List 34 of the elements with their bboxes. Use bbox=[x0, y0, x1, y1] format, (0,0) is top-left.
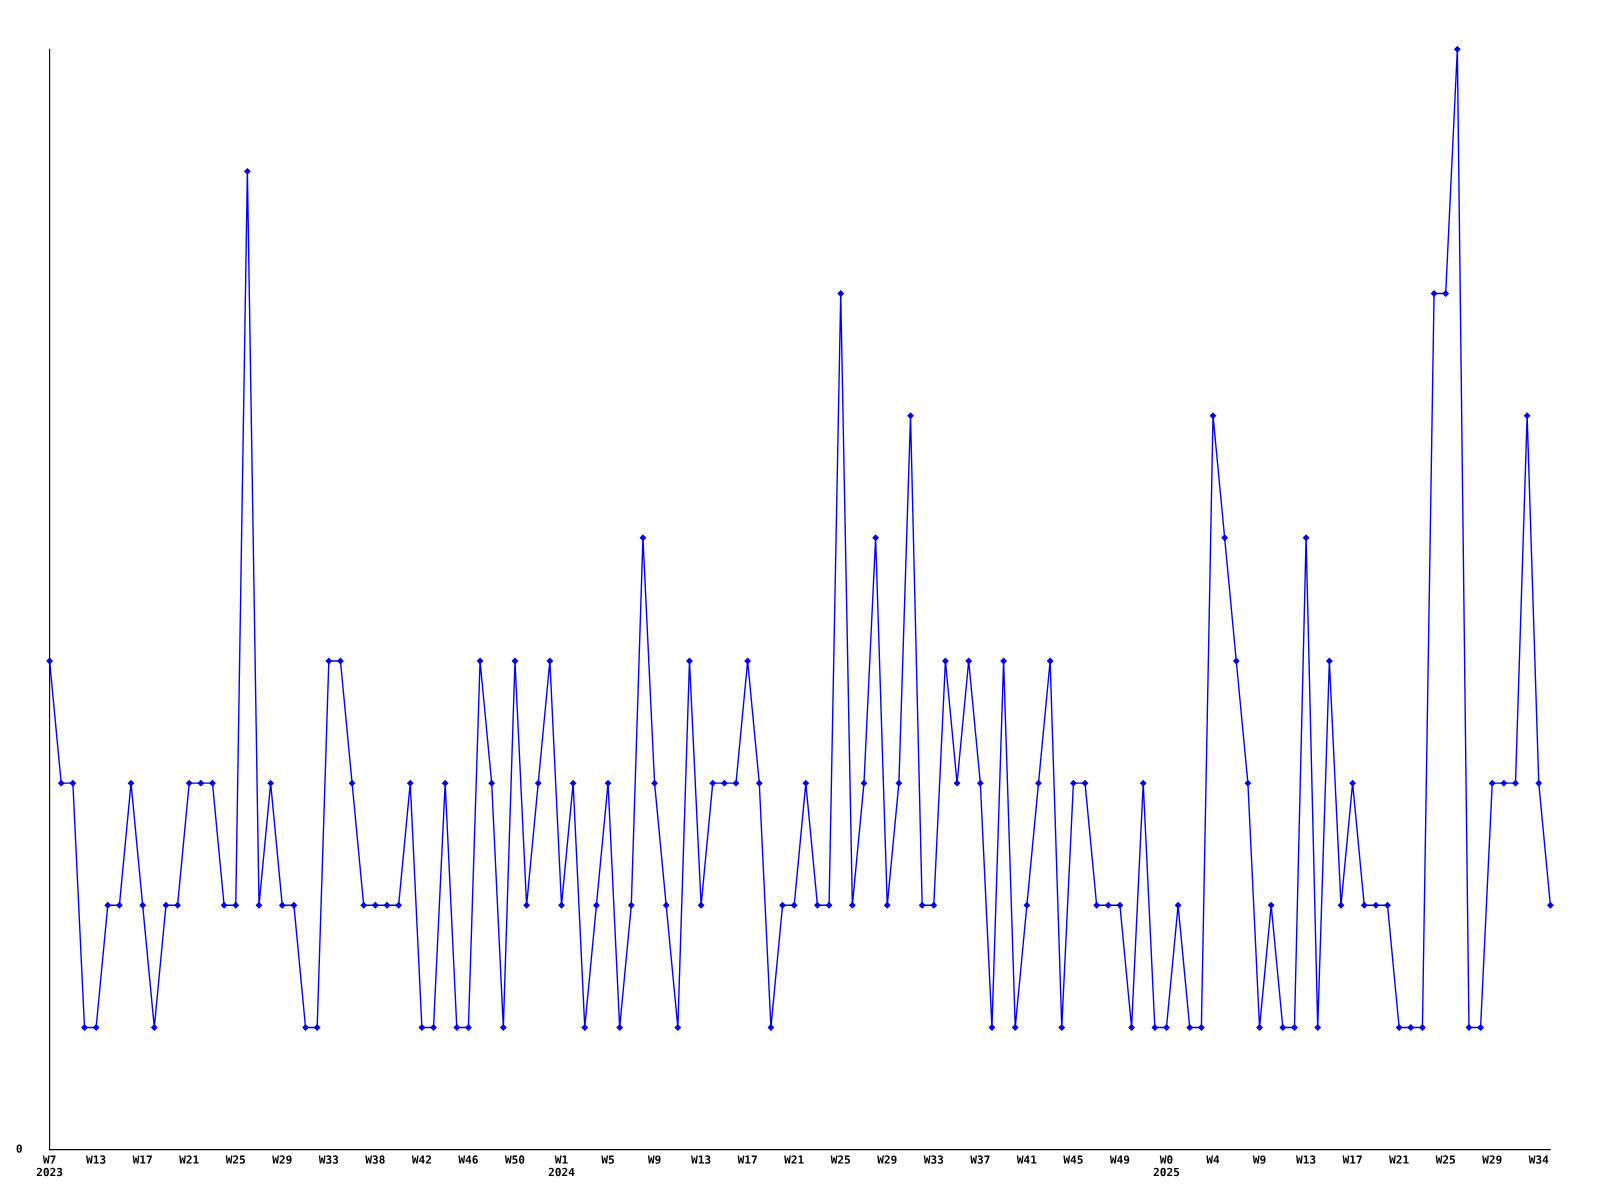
x-tick-label: W45 bbox=[1063, 1155, 1083, 1164]
x-tick-label: W34 bbox=[1528, 1155, 1549, 1164]
x-tick-label: W29 bbox=[272, 1155, 292, 1164]
x-tick-label: W41 bbox=[1016, 1155, 1037, 1164]
text: 0 bbox=[16, 1144, 22, 1153]
x-tick-label: W25 bbox=[1435, 1155, 1455, 1164]
x-tick-label: W37 bbox=[970, 1155, 990, 1164]
x-tick-label: W7 2023 bbox=[36, 1155, 63, 1177]
x-tick-label: W13 bbox=[1296, 1155, 1316, 1164]
x-tick-label: W46 bbox=[458, 1155, 478, 1164]
x-tick-label: W33 bbox=[923, 1155, 944, 1164]
x-tick-label: W21 bbox=[179, 1155, 199, 1164]
x-tick-label: W17 bbox=[1342, 1155, 1362, 1164]
x-tick-label: W17 bbox=[132, 1155, 152, 1164]
x-tick-label: W29 bbox=[877, 1155, 897, 1164]
x-tick-label: W21 bbox=[784, 1155, 804, 1164]
x-tick-label: W1 2024 bbox=[548, 1155, 575, 1177]
x-tick-label: W33 bbox=[318, 1155, 339, 1164]
x-tick-label: W25 bbox=[830, 1155, 850, 1164]
x-tick-label: W29 bbox=[1482, 1155, 1502, 1164]
x-tick-label: W13 bbox=[691, 1155, 711, 1164]
x-tick-label: W4 bbox=[1206, 1155, 1220, 1164]
x-tick-label: W13 bbox=[86, 1155, 106, 1164]
x-tick-label: W17 bbox=[737, 1155, 757, 1164]
x-tick-label: W42 bbox=[411, 1155, 431, 1164]
x-tick-label: W0 2025 bbox=[1153, 1155, 1180, 1177]
x-tick-label: W9 bbox=[647, 1155, 661, 1164]
x-tick-label: W38 bbox=[365, 1155, 385, 1164]
x-tick-label: W50 bbox=[504, 1155, 525, 1164]
x-tick-label: W49 bbox=[1109, 1155, 1130, 1164]
x-tick-label: W9 bbox=[1252, 1155, 1266, 1164]
x-tick-label: W25 bbox=[225, 1155, 246, 1164]
x-tick-label: W21 bbox=[1389, 1155, 1409, 1164]
x-tick-label: W5 bbox=[601, 1155, 614, 1164]
